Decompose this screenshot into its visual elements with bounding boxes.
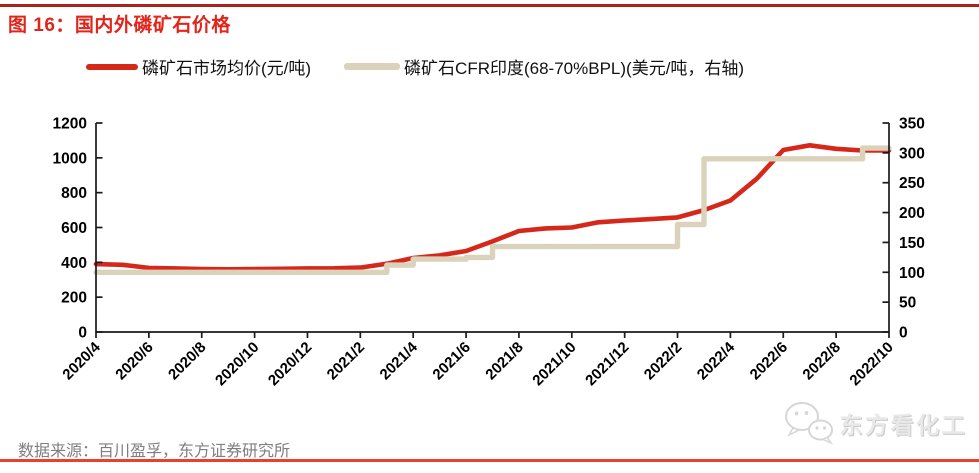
x-axis-label: 2021/6 (429, 339, 473, 383)
legend-label-domestic-price: 磷矿石市场均价(元/吨) (142, 59, 312, 78)
x-axis-label: 2021/4 (377, 338, 422, 383)
x-axis-label: 2021/2 (324, 339, 368, 383)
axes (95, 123, 890, 333)
top-rule (0, 4, 979, 7)
right-axis-label: 100 (899, 265, 925, 282)
legend-item-domestic-price: 磷矿石市场均价(元/吨) (86, 54, 311, 79)
x-axis-label: 2020/12 (265, 339, 315, 389)
left-axis: 0 200 400 600 800 1000 1200 (53, 116, 103, 342)
right-axis-label: 0 (899, 325, 908, 342)
left-axis-label: 600 (61, 220, 87, 237)
left-axis-label: 1000 (53, 150, 87, 167)
legend-label-cfr-india: 磷矿石CFR印度(68-70%BPL)(美元/吨，右轴) (404, 59, 745, 78)
x-axis-label: 2022/4 (694, 338, 739, 383)
left-axis-label: 400 (61, 255, 87, 272)
right-axis-label: 250 (899, 175, 925, 192)
wechat-icon (784, 402, 833, 445)
x-axis-label: 2022/6 (747, 339, 791, 383)
series-lines (93, 143, 892, 275)
right-axis-label: 350 (899, 116, 925, 133)
figure-title: 图 16：国内外磷矿石价格 (8, 15, 231, 36)
x-axis-label: 2021/12 (582, 339, 632, 389)
x-axis-label: 2020/8 (165, 339, 209, 383)
right-axis-label: 50 (899, 295, 916, 312)
bottom-rule (0, 459, 979, 462)
left-axis-label: 0 (78, 325, 87, 342)
x-axis-label: 2020/4 (59, 338, 104, 383)
data-source: 数据来源：百川盈孚，东方证券研究所 (18, 443, 291, 460)
left-axis-label: 800 (61, 185, 87, 202)
right-axis: 0 50 100 150 200 250 300 350 (882, 116, 925, 342)
left-axis-label: 200 (61, 290, 87, 307)
left-axis-label: 1200 (53, 116, 87, 133)
legend-swatch-red-line (86, 63, 138, 70)
right-axis-label: 200 (899, 205, 925, 222)
x-axis-label: 2022/10 (846, 339, 896, 389)
watermark-text: 东方看化工 (839, 412, 967, 438)
legend-item-cfr-india: 磷矿石CFR印度(68-70%BPL)(美元/吨，右轴) (344, 54, 744, 79)
x-axis-label: 2021/10 (529, 339, 579, 389)
chart-legend: 磷矿石市场均价(元/吨) 磷矿石CFR印度(68-70%BPL)(美元/吨，右轴… (86, 54, 744, 79)
x-axis-label: 2020/6 (112, 339, 156, 383)
x-axis-label: 2020/10 (212, 339, 262, 389)
x-axis: 2020/4 2020/6 2020/8 2020/10 2020/12 2021/2 20… (59, 332, 897, 389)
series-cfr-india-price (93, 145, 892, 275)
series-domestic-avg-price (93, 143, 892, 272)
right-axis-label: 150 (899, 235, 925, 252)
legend-swatch-beige-line (344, 63, 401, 70)
watermark: 东方看化工 (783, 400, 968, 446)
x-axis-label: 2022/2 (641, 339, 685, 383)
right-axis-label: 300 (899, 145, 925, 162)
x-axis-label: 2021/8 (482, 339, 526, 383)
x-axis-label: 2022/8 (799, 339, 843, 383)
